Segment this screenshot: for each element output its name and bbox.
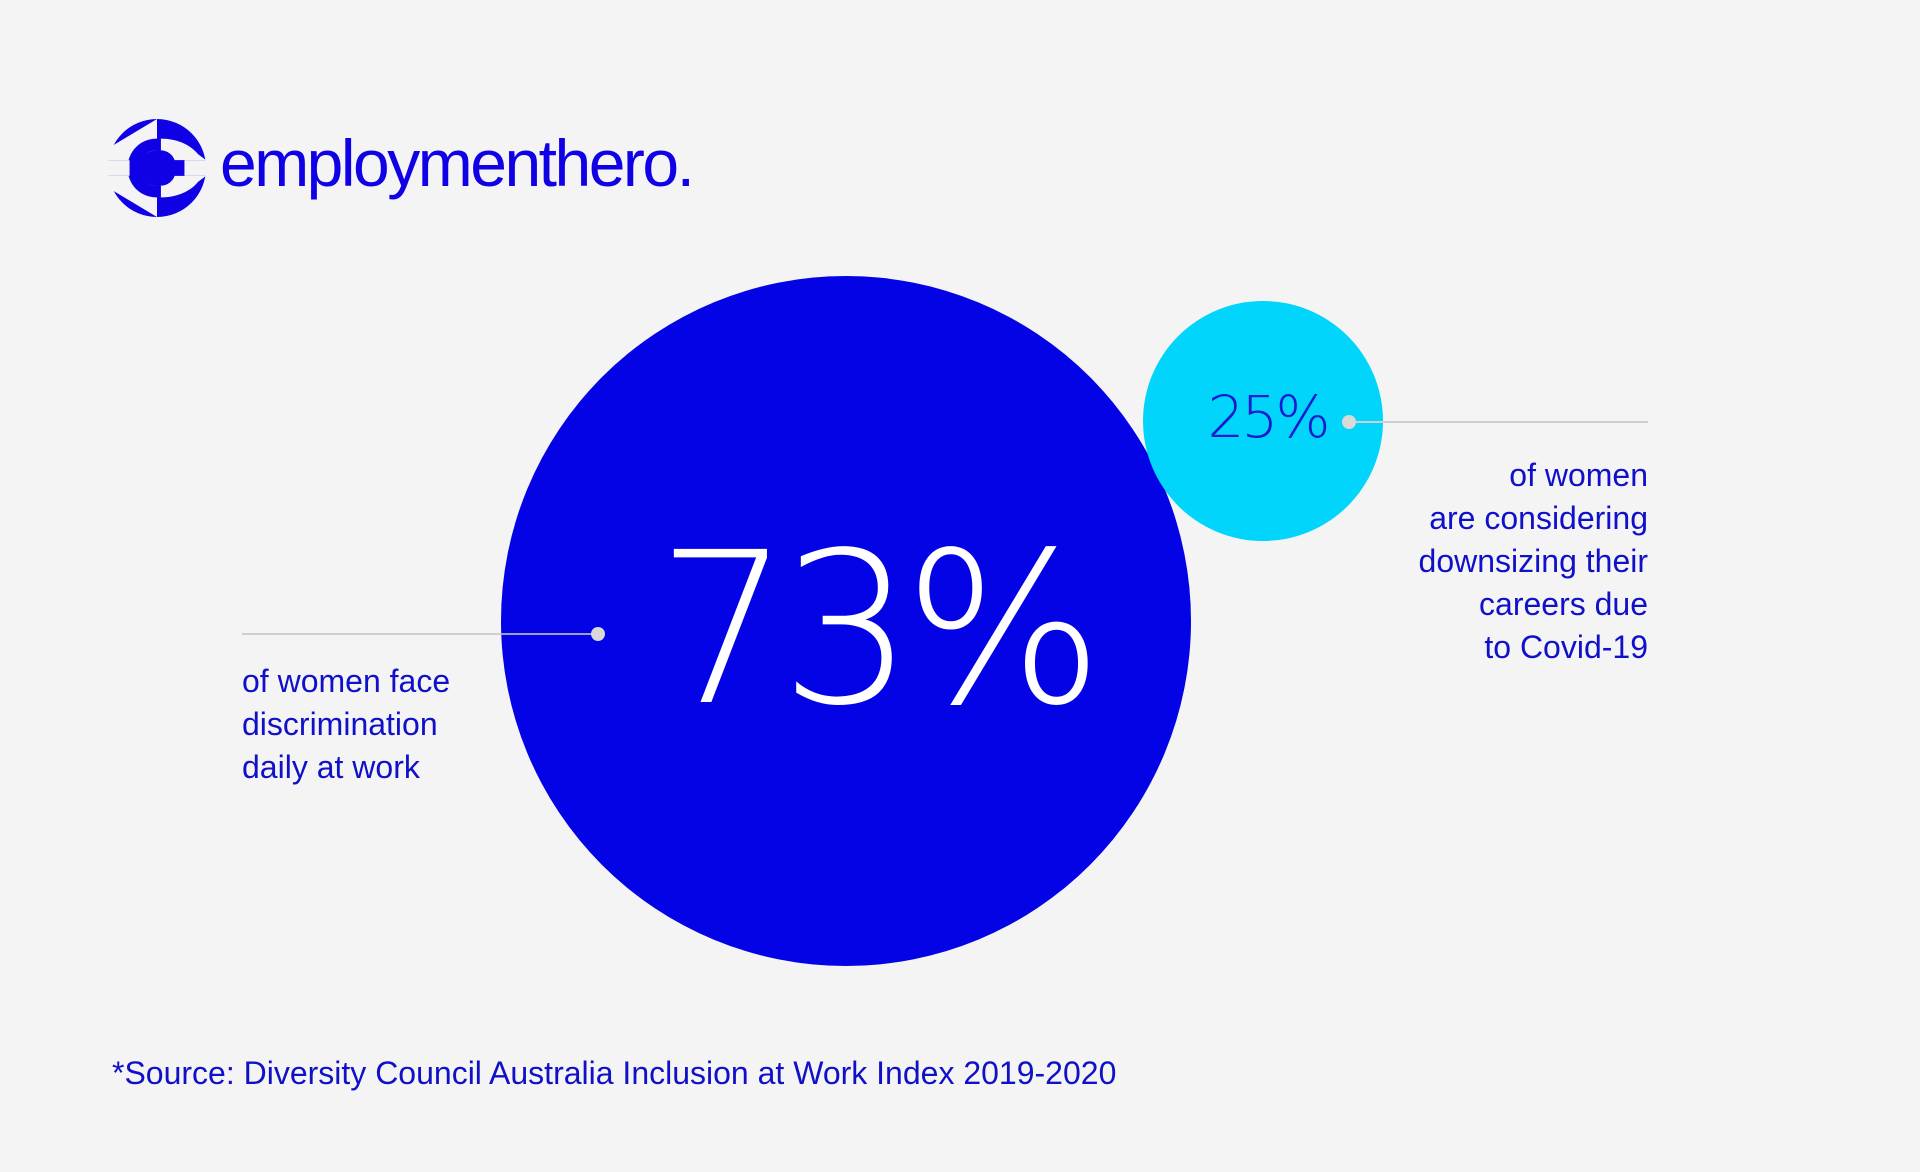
primary-stat-value: 73% [656,507,1104,752]
secondary-stat-caption: of women are considering downsizing thei… [1348,454,1648,669]
primary-stat-caption: of women face discrimination daily at wo… [242,660,450,789]
primary-leader-line [242,633,598,635]
primary-stat-circle [501,276,1191,966]
caption-line: discrimination [242,706,438,742]
secondary-leader-line [1350,421,1648,423]
source-note: *Source: Diversity Council Australia Inc… [112,1055,1117,1091]
secondary-stat-value: 25% [1207,383,1331,451]
caption-line: daily at work [242,749,420,785]
secondary-leader-dot [1342,415,1356,429]
brand-wordmark: employmenthero. [220,126,695,200]
caption-line: downsizing their [1418,543,1648,579]
primary-leader-line-inside [501,633,598,635]
caption-line: are considering [1429,500,1648,536]
brand-logo: employmenthero. [108,118,695,218]
caption-line: careers due [1479,586,1648,622]
caption-line: to Covid-19 [1484,629,1648,665]
employment-hero-logo-icon [108,119,206,217]
caption-line: of women face [242,663,451,699]
primary-leader-dot [591,627,605,641]
caption-line: of women [1509,457,1648,493]
